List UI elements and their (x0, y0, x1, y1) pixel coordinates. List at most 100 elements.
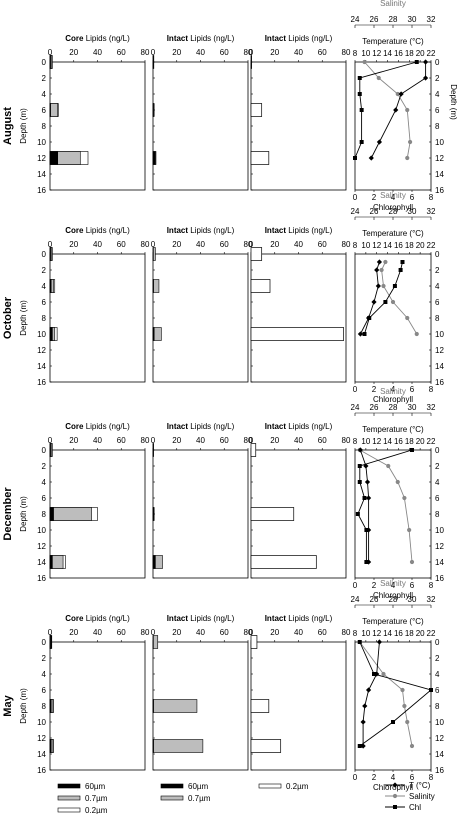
intact-bar-60um (152, 103, 154, 117)
lipid-tick-label: 60 (117, 628, 126, 637)
lipid-tick-label: 40 (196, 628, 205, 637)
lipid-tick-label: 40 (93, 628, 102, 637)
temperature-tick-label: 8 (353, 437, 358, 446)
chlorophyll-line (364, 261, 403, 335)
temperature-tick-label: 14 (383, 437, 392, 446)
lipid-tick-label: 60 (318, 628, 327, 637)
temperature-point (365, 559, 372, 565)
lipid-tick-label: 0 (249, 48, 254, 57)
lipid-panel-frame (250, 61, 347, 191)
depth-tick-label-right: 0 (435, 250, 440, 259)
chlorophyll-point (357, 744, 362, 748)
salinity-tick-label: 24 (351, 595, 360, 604)
lipid-panel-1: Core Lipids (ng/L) 0 20 40 60 80 0 2 4 6 8 10 12 14 16 (37, 614, 150, 775)
chlorophyll-point (400, 260, 405, 264)
temperature-tick-label: 20 (416, 49, 425, 58)
intact-bar-0.2um (250, 635, 258, 649)
depth-tick-label-right: 14 (435, 170, 444, 179)
depth-tick-label: 8 (42, 510, 47, 519)
depth-tick-label-right: 10 (435, 526, 444, 535)
depth-tick-label-right: 0 (435, 446, 440, 455)
chlorophyll-point (357, 640, 362, 644)
lipid-tick-label: 60 (220, 436, 229, 445)
salinity-point (386, 463, 391, 469)
legend-swatch (160, 795, 184, 801)
salinity-point (381, 283, 386, 289)
panel-title-rest: Lipids (ng/L) (188, 226, 235, 235)
panel-title-rest: Lipids (ng/L) (83, 34, 130, 43)
lipid-tick-label: 20 (172, 436, 181, 445)
temperature-tick-label: 10 (361, 49, 370, 58)
lipid-tick-label: 0 (48, 240, 53, 249)
depth-tick-label: 6 (42, 106, 47, 115)
salinity-tick-label: 24 (351, 15, 360, 24)
panel-title-rest: Lipids (ng/L) (286, 422, 333, 431)
depth-tick-label-right: 4 (435, 282, 440, 291)
chlorophyll-point (362, 496, 367, 500)
chlorophyll-point (353, 156, 357, 160)
chlorophyll-tick-label: 4 (391, 193, 396, 202)
temperature-series (357, 447, 372, 565)
chlorophyll-line (354, 61, 417, 159)
depth-axis-label: Depth (m) (19, 688, 28, 724)
depth-tick-label-right: 2 (435, 74, 440, 83)
chlorophyll-series (353, 60, 419, 160)
depth-tick-label-right: 6 (435, 494, 440, 503)
salinity-axis-title: Salinity (380, 191, 406, 200)
core-bar-60um (49, 443, 51, 457)
panel-title-rest: Lipids (ng/L) (83, 422, 130, 431)
depth-tick-label: 0 (42, 638, 47, 647)
chlorophyll-line (359, 641, 432, 747)
salinity-point (400, 687, 405, 693)
lipid-tick-label: 0 (249, 240, 254, 249)
depth-tick-label: 16 (37, 186, 46, 195)
depth-tick-label: 16 (37, 766, 46, 775)
depth-tick-label: 16 (37, 378, 46, 387)
temperature-point (374, 267, 380, 273)
chlorophyll-point (359, 108, 364, 112)
depth-tick-label-right: 10 (435, 138, 444, 147)
depth-tick-label: 2 (42, 654, 47, 663)
depth-tick-label: 0 (42, 250, 47, 259)
lipid-tick-label: 20 (270, 628, 279, 637)
temperature-tick-label: 14 (383, 49, 392, 58)
temperature-tick-label: 20 (416, 437, 425, 446)
salinity-point (409, 559, 415, 565)
depth-tick-label-right: 10 (435, 330, 444, 339)
chlorophyll-tick-label: 0 (353, 193, 358, 202)
lipid-tick-label: 80 (244, 48, 253, 57)
depth-tick-label: 10 (37, 718, 46, 727)
temperature-tick-label: 10 (361, 629, 370, 638)
depth-tick-label-right: 16 (435, 186, 444, 195)
chlorophyll-tick-label: 8 (429, 773, 434, 782)
chlorophyll-point (410, 448, 414, 452)
salinity-point (402, 495, 407, 501)
temperature-tick-label: 22 (427, 241, 436, 250)
lipid-tick-label: 40 (294, 628, 303, 637)
lipid-tick-label: 80 (141, 436, 150, 445)
depth-tick-label: 2 (42, 462, 47, 471)
lipid-panel-3: Intact Lipids (ng/L) 0 20 40 60 80 (249, 614, 351, 771)
month-label: October (2, 296, 14, 339)
salinity-tick-label: 28 (389, 15, 398, 24)
depth-tick-label: 12 (37, 346, 46, 355)
lipid-tick-label: 0 (151, 628, 156, 637)
temperature-axis-title: Temperature (°C) (362, 425, 424, 434)
intact-bar-0.2um (250, 739, 282, 753)
depth-tick-label: 0 (42, 58, 47, 67)
depth-tick-label: 14 (37, 558, 46, 567)
chlorophyll-tick-label: 0 (353, 773, 358, 782)
depth-tick-label-right: 10 (435, 718, 444, 727)
panel-title-bold: Core (65, 422, 84, 431)
legend-marker (393, 805, 397, 809)
salinity-point (390, 299, 396, 305)
lipid-tick-label: 60 (220, 628, 229, 637)
depth-tick-label: 4 (42, 478, 47, 487)
chlorophyll-point (355, 512, 360, 516)
chlorophyll-axis-title: Chlorophyll (373, 591, 413, 600)
intact-bar-0.2um (250, 327, 344, 341)
lipid-panel-2: Intact Lipids (ng/L) 0 20 40 60 80 (151, 422, 253, 579)
panel-title-bold: Core (65, 34, 84, 43)
chlorophyll-series (357, 640, 433, 748)
